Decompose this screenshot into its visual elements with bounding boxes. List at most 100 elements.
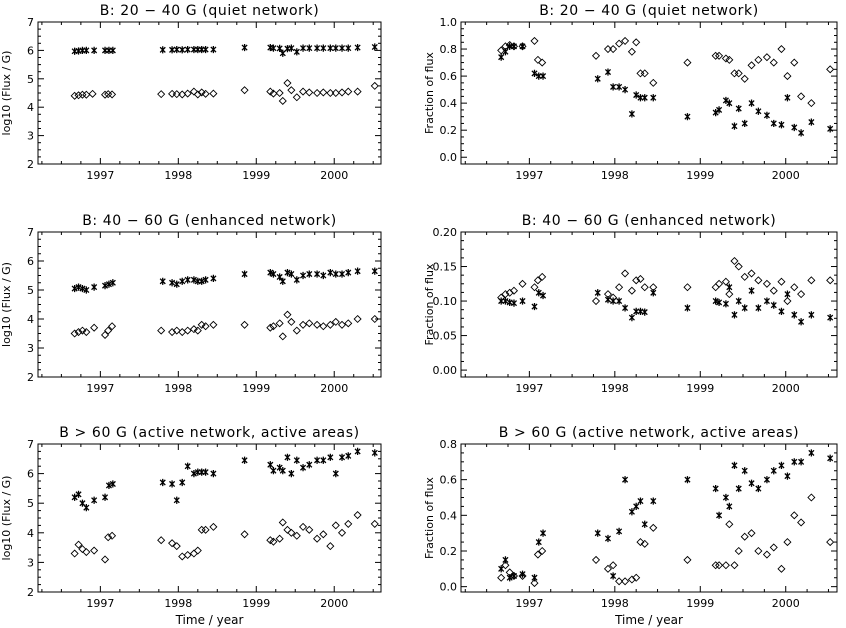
data-point-asterisk [748, 479, 755, 487]
data-point-diamond [734, 262, 743, 271]
data-point-diamond [305, 319, 314, 328]
y-tick-label: 0.05 [433, 330, 458, 343]
data-point-diamond [331, 317, 340, 326]
data-point-asterisk [371, 43, 378, 51]
y-tick-label: 5 [27, 73, 34, 86]
data-point-diamond [326, 320, 335, 329]
data-point-asterisk [519, 42, 526, 50]
data-point-diamond [747, 61, 756, 70]
data-point-asterisk [299, 44, 307, 52]
data-point-asterisk [712, 109, 719, 117]
data-point-diamond [777, 564, 786, 573]
data-point-diamond [754, 546, 763, 556]
data-point-asterisk [650, 94, 657, 102]
data-point-diamond [632, 38, 641, 47]
data-point-asterisk [306, 461, 313, 469]
data-point-asterisk [293, 456, 300, 464]
data-point-asterisk [510, 299, 518, 307]
data-point-asterisk [276, 273, 283, 281]
x-tick-label: 1997 [86, 169, 114, 182]
data-point-diamond [337, 528, 347, 537]
plot-frame [37, 443, 382, 593]
x-tick-label: 1999 [242, 597, 270, 610]
data-point-diamond [269, 322, 278, 331]
data-point-asterisk [539, 529, 547, 537]
data-point-diamond [193, 546, 202, 555]
data-point-asterisk [179, 46, 186, 54]
data-point-asterisk [169, 480, 176, 488]
data-point-diamond [621, 269, 630, 278]
data-point-asterisk [354, 267, 361, 275]
y-tick-label: 4 [27, 527, 34, 540]
data-point-asterisk [716, 511, 723, 519]
data-point-asterisk [314, 270, 321, 278]
data-point-diamond [627, 575, 636, 584]
data-point-asterisk [83, 46, 90, 54]
data-point-asterisk [731, 311, 738, 319]
panel-title: B > 60 G (active network, active areas) [499, 425, 799, 441]
data-point-asterisk [798, 318, 805, 326]
data-point-diamond [826, 538, 835, 547]
y-tick-label: 2 [27, 586, 34, 599]
y-tick-label: 0.20 [433, 226, 458, 239]
data-point-diamond [370, 519, 379, 528]
data-point-diamond [711, 283, 720, 292]
data-point-diamond [287, 528, 296, 537]
data-point-asterisk [519, 570, 526, 578]
data-point-diamond [90, 323, 99, 332]
data-point-diamond [783, 72, 792, 81]
data-point-diamond [292, 93, 301, 102]
data-point-asterisk [202, 276, 209, 284]
data-point-diamond [754, 276, 763, 285]
data-point-asterisk [594, 289, 601, 297]
data-point-diamond [636, 69, 645, 78]
data-point-diamond [74, 91, 83, 100]
data-point-asterisk [731, 122, 738, 130]
data-point-asterisk [628, 508, 635, 516]
x-tick-label: 1997 [515, 597, 543, 610]
data-point-diamond [621, 36, 630, 45]
y-tick-label: 4 [27, 101, 34, 114]
data-point-asterisk [763, 297, 770, 305]
data-point-diamond [725, 55, 734, 64]
data-point-diamond [172, 326, 181, 335]
data-point-asterisk [173, 45, 180, 54]
data-point-asterisk [299, 464, 307, 472]
y-tick-label: 0.15 [433, 261, 458, 274]
data-point-asterisk [79, 284, 86, 293]
data-point-diamond [101, 90, 110, 99]
data-point-asterisk [633, 502, 640, 511]
data-point-diamond [730, 69, 739, 78]
data-point-asterisk [320, 456, 327, 464]
data-point-diamond [209, 522, 218, 531]
data-point-asterisk [332, 270, 339, 278]
data-point-asterisk [279, 277, 286, 285]
data-point-diamond [299, 522, 308, 531]
y-tick-label: 0.00 [433, 364, 458, 377]
data-point-asterisk [684, 476, 691, 484]
data-point-diamond [721, 561, 730, 570]
y-axis-label: log10 (Flux / G) [0, 51, 13, 136]
data-point-diamond [797, 518, 806, 527]
data-point-diamond [730, 256, 739, 266]
plot-frame [460, 443, 838, 593]
data-point-asterisk [628, 110, 635, 118]
panel-quiet-network-fraction: B: 20 − 40 G (quiet network) Fraction of… [423, 3, 838, 182]
data-point-diamond [70, 329, 79, 338]
data-point-asterisk [83, 286, 90, 294]
data-point-asterisk [641, 520, 648, 528]
data-point-asterisk [338, 44, 346, 52]
data-point-asterisk [320, 44, 327, 52]
data-point-diamond [591, 51, 601, 60]
data-point-diamond [777, 277, 786, 286]
data-point-asterisk [314, 456, 321, 464]
data-point-diamond [353, 87, 362, 96]
data-point-asterisk [791, 458, 798, 466]
data-point-diamond [319, 530, 328, 539]
data-point-diamond [603, 564, 613, 573]
data-point-diamond [725, 520, 734, 529]
data-point-diamond [715, 51, 724, 60]
data-point-diamond [591, 555, 601, 564]
data-point-diamond [627, 47, 636, 56]
data-point-diamond [603, 290, 613, 299]
